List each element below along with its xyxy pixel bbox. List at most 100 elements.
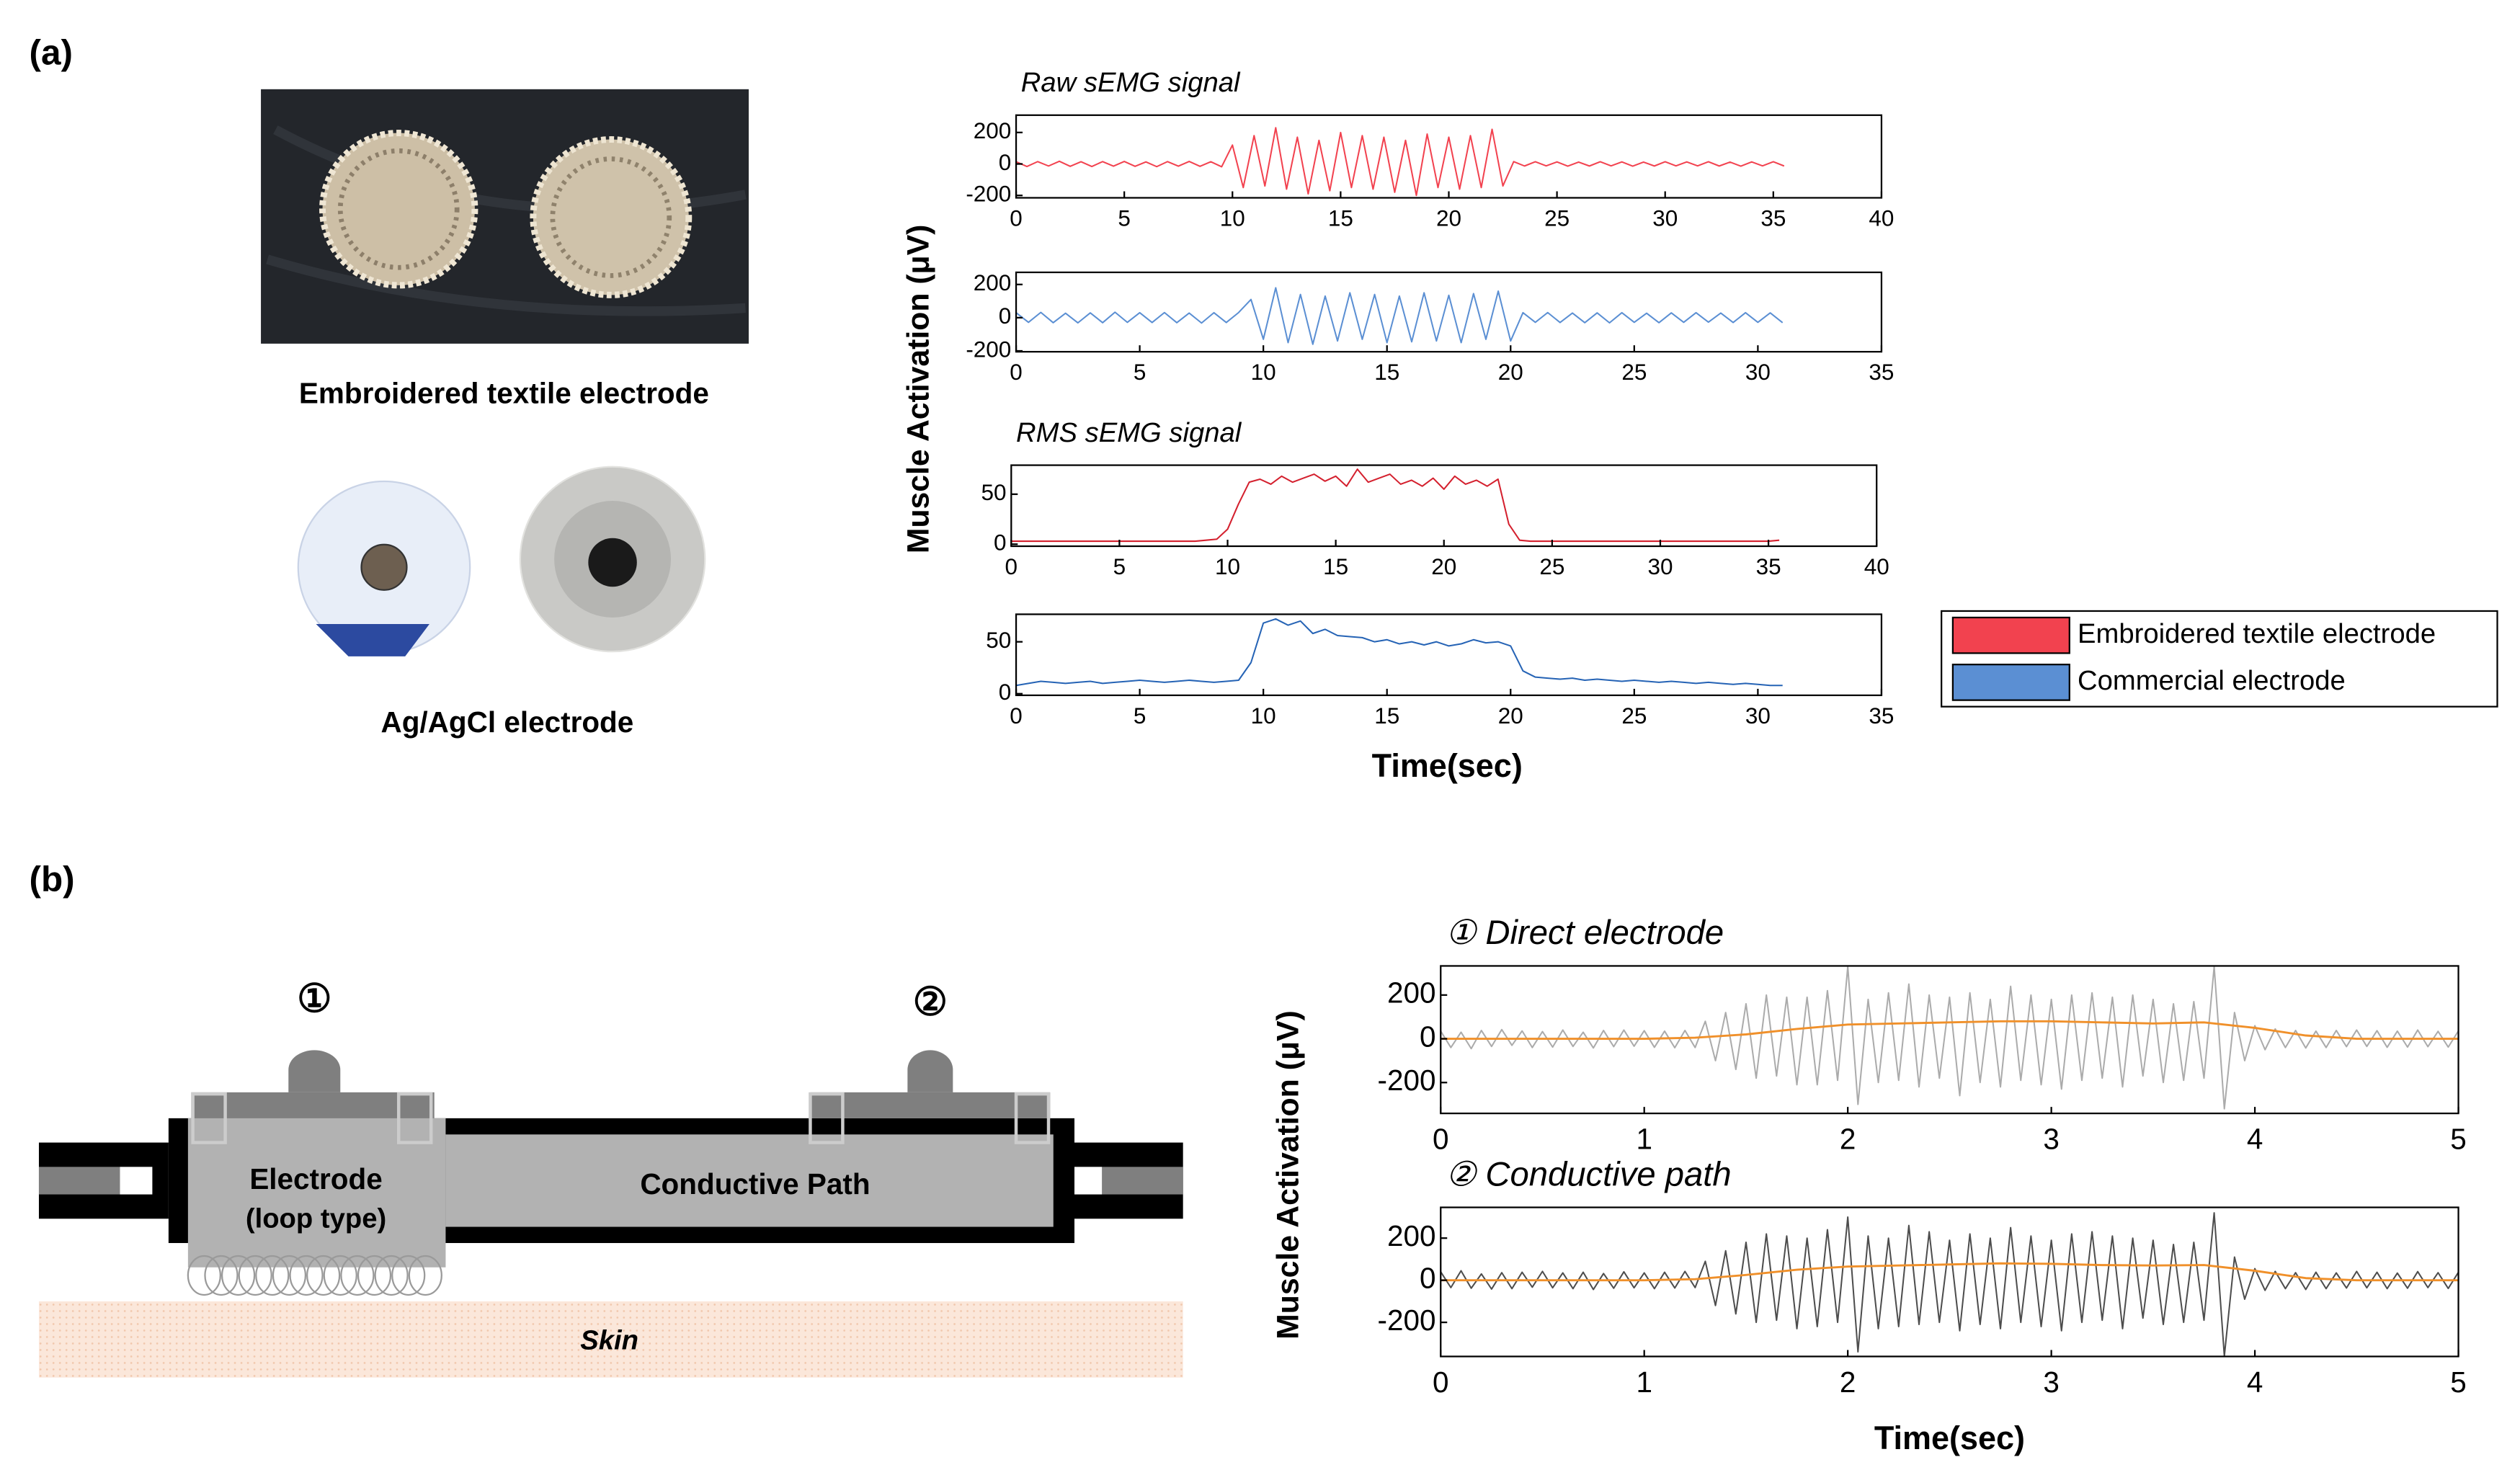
x-tick-label: 15 (1374, 360, 1399, 385)
y-tick-label: 0 (1420, 1261, 1436, 1294)
plot-frame (1015, 271, 1883, 353)
y-tick-label: -200 (1378, 1064, 1436, 1097)
x-tick-label: 15 (1374, 703, 1399, 729)
x-tick-label: 35 (1869, 703, 1894, 729)
conductive-path (445, 1134, 1054, 1227)
legend-swatch (1951, 616, 2070, 654)
series-line (1440, 966, 2459, 1110)
loop (272, 1255, 307, 1296)
x-tick-label: 1 (1636, 1122, 1652, 1155)
y-tick-label: 200 (974, 270, 1012, 295)
x-tick-label: 10 (1215, 554, 1240, 579)
y-tick-label: 200 (1387, 976, 1436, 1010)
y-tick-label: 0 (994, 530, 1007, 556)
chart-title: RMS sEMG signal (1016, 417, 1242, 448)
loop (187, 1255, 221, 1296)
y-axis-label: Muscle Activation (μV) (1270, 1010, 1305, 1340)
x-tick-label: 5 (2450, 1366, 2467, 1399)
snap (288, 1050, 341, 1092)
y-tick-label: 0 (999, 680, 1012, 705)
panel-label: (b) (29, 860, 74, 899)
x-tick-label: 0 (1010, 205, 1023, 231)
x-tick-label: 15 (1328, 205, 1353, 231)
legend-label: Embroidered textile electrode (2078, 618, 2436, 649)
snap (907, 1050, 953, 1092)
diagram-marker: ① (297, 977, 331, 1020)
series-line (1015, 287, 1784, 345)
series-line (1441, 1262, 2459, 1282)
x-tick-label: 40 (1869, 205, 1894, 231)
series-line (1015, 127, 1785, 197)
plot-frame (1015, 613, 1883, 697)
x-tick-label: 15 (1323, 554, 1348, 579)
series-line (1011, 468, 1780, 543)
plot-frame (1010, 464, 1878, 548)
plot-frame (1440, 965, 2459, 1115)
photo-electrode (550, 156, 672, 278)
photo-snap (360, 543, 408, 591)
clip (396, 1092, 433, 1144)
diagram-marker: ② (913, 981, 948, 1024)
clip (809, 1092, 845, 1144)
y-tick-label: 50 (986, 628, 1011, 653)
snap-base (810, 1092, 1051, 1118)
x-tick-label: 0 (1010, 703, 1023, 729)
chart-title: ② Conductive path (1446, 1155, 1732, 1193)
y-axis-label: Muscle Activation (μV) (901, 225, 936, 554)
photo-caption: Embroidered textile electrode (299, 377, 709, 410)
photo-electrode (530, 136, 693, 298)
x-tick-label: 35 (1760, 205, 1786, 231)
photo-stripes (316, 623, 429, 656)
photo-electrode (319, 130, 478, 289)
x-tick-label: 4 (2247, 1366, 2263, 1399)
x-tick-label: 2 (1840, 1122, 1856, 1155)
x-axis-label: Time(sec) (1372, 747, 1523, 784)
loop (306, 1255, 341, 1296)
x-tick-label: 30 (1652, 205, 1678, 231)
x-tick-label: 25 (1621, 360, 1647, 385)
series-line (1015, 618, 1783, 687)
x-tick-label: 5 (2450, 1122, 2467, 1155)
x-tick-label: 40 (1864, 554, 1889, 579)
y-tick-label: 200 (1387, 1219, 1436, 1252)
y-tick-label: 0 (999, 150, 1012, 175)
loop (357, 1255, 392, 1296)
wire (1074, 1167, 1103, 1195)
x-tick-label: 25 (1621, 703, 1647, 729)
x-tick-label: 0 (1005, 554, 1018, 579)
x-tick-label: 4 (2247, 1122, 2263, 1155)
x-tick-label: 35 (1756, 554, 1781, 579)
loop (391, 1255, 426, 1296)
wire (120, 1167, 153, 1195)
chart-title: Raw sEMG signal (1021, 67, 1241, 98)
panel-label: (a) (29, 33, 72, 73)
loop (221, 1255, 256, 1296)
x-tick-label: 20 (1498, 360, 1523, 385)
loop (238, 1255, 272, 1296)
x-tick-label: 3 (2043, 1122, 2060, 1155)
y-tick-label: 50 (981, 480, 1007, 505)
x-tick-label: 30 (1745, 703, 1771, 729)
plot-frame (1015, 114, 1883, 199)
clip (1014, 1092, 1051, 1144)
photo-electrode (337, 148, 460, 270)
x-tick-label: 5 (1134, 703, 1147, 729)
legend-label: Commercial electrode (2078, 665, 2346, 696)
skin (38, 1301, 1183, 1378)
x-tick-label: 3 (2043, 1366, 2060, 1399)
y-tick-label: 0 (1420, 1020, 1436, 1053)
x-tick-label: 0 (1010, 360, 1023, 385)
diagram-label: (loop type) (246, 1203, 386, 1234)
diagram-label: Conductive Path (640, 1167, 870, 1200)
loop (408, 1255, 442, 1296)
x-axis-label: Time(sec) (1874, 1420, 2025, 1456)
x-tick-label: 10 (1220, 205, 1245, 231)
electrode-loops (187, 1255, 442, 1296)
loop (289, 1255, 324, 1296)
diagram-label: Skin (580, 1324, 638, 1355)
x-tick-label: 0 (1433, 1366, 1449, 1399)
photo-caption: Ag/AgCl electrode (380, 705, 633, 739)
loop (323, 1255, 357, 1296)
x-tick-label: 35 (1869, 360, 1894, 385)
